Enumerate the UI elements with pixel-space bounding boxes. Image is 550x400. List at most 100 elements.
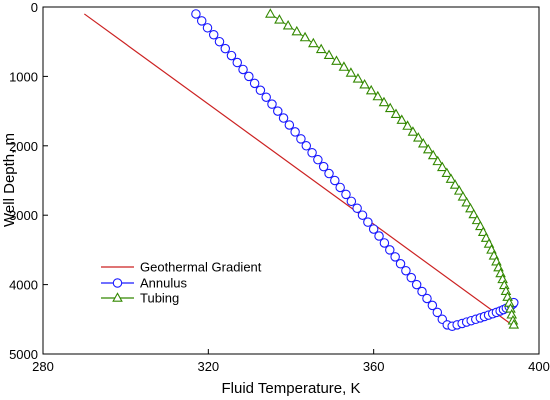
y-tick-label: 2000 <box>9 139 38 154</box>
triangle-marker <box>390 108 402 118</box>
triangle-marker <box>480 232 492 242</box>
triangle-marker <box>477 226 489 236</box>
triangle-marker <box>396 114 408 124</box>
circle-marker <box>191 9 201 19</box>
circle-marker <box>363 217 373 227</box>
triangle-marker <box>112 292 123 302</box>
x-tick-label: 400 <box>528 359 550 374</box>
triangle-marker <box>359 79 370 89</box>
x-axis-label: Fluid Temperature, K <box>222 380 361 397</box>
circle-marker <box>249 78 260 89</box>
circle-marker <box>226 50 237 61</box>
triangle-marker <box>345 67 357 77</box>
legend-label: Geothermal Gradient <box>140 260 262 275</box>
triangle-marker <box>436 161 448 172</box>
circle-marker <box>307 147 317 158</box>
circle-marker <box>368 224 379 234</box>
circle-marker <box>196 16 207 26</box>
triangle-marker <box>474 220 486 231</box>
circle-marker <box>244 71 254 82</box>
circle-marker <box>417 286 427 297</box>
triangle-marker <box>265 8 276 18</box>
circle-marker <box>112 278 123 288</box>
circle-marker <box>395 259 406 269</box>
y-tick-label: 4000 <box>9 278 38 293</box>
circle-marker <box>313 154 323 165</box>
legend-label: Tubing <box>140 291 179 306</box>
x-tick-label: 320 <box>197 359 219 374</box>
circle-marker <box>284 120 295 130</box>
circle-marker <box>232 57 243 68</box>
circle-marker <box>278 113 289 123</box>
x-tick-label: 360 <box>363 359 385 374</box>
circle-marker <box>255 85 266 96</box>
triangle-marker <box>417 137 429 148</box>
triangle-marker <box>291 25 303 36</box>
y-tick-label: 5000 <box>9 347 38 362</box>
triangle-marker <box>422 143 434 154</box>
y-tick-label: 1000 <box>9 69 38 84</box>
circle-marker <box>324 168 334 179</box>
triangle-marker <box>365 84 377 95</box>
triangle-marker <box>331 55 342 65</box>
circle-marker <box>214 36 225 47</box>
triangle-marker <box>461 196 472 207</box>
triangle-marker <box>299 31 311 42</box>
triangle-marker <box>384 102 396 113</box>
circle-marker <box>374 231 384 241</box>
triangle-marker <box>412 132 424 142</box>
triangle-marker <box>471 214 483 225</box>
triangle-marker <box>449 179 461 189</box>
geothermal-gradient-line <box>83 13 513 326</box>
triangle-marker <box>457 191 469 201</box>
circle-marker <box>346 196 357 207</box>
y-tick-label: 0 <box>31 0 38 15</box>
circle-marker <box>202 23 213 33</box>
triangle-marker <box>323 49 335 60</box>
circle-marker <box>330 175 340 186</box>
circle-marker <box>357 210 368 220</box>
circle-marker <box>385 245 395 255</box>
circle-marker <box>427 300 438 311</box>
annulus-line <box>195 13 515 327</box>
triangle-marker <box>453 185 465 195</box>
x-tick-label: 280 <box>32 359 54 374</box>
circle-marker <box>208 30 219 40</box>
triangle-marker <box>427 149 439 160</box>
legend-label: Annulus <box>140 276 187 291</box>
triangle-marker <box>402 120 413 130</box>
circle-marker <box>411 279 422 290</box>
circle-marker <box>238 64 248 75</box>
circle-marker <box>401 265 411 276</box>
triangle-marker <box>445 173 457 183</box>
triangle-marker <box>372 90 384 101</box>
triangle-marker <box>468 208 480 219</box>
triangle-marker <box>432 155 444 166</box>
circle-marker <box>290 127 300 137</box>
triangle-marker <box>378 96 390 107</box>
triangle-marker <box>338 61 350 71</box>
circle-marker <box>379 238 390 248</box>
circle-marker <box>432 307 443 318</box>
circle-marker <box>341 189 351 200</box>
circle-marker <box>352 203 362 214</box>
circle-marker <box>220 43 231 54</box>
circle-marker <box>406 272 417 283</box>
triangle-marker <box>407 126 419 136</box>
circle-marker <box>261 92 271 102</box>
circle-marker <box>318 161 329 172</box>
triangle-marker <box>308 37 319 48</box>
y-tick-label: 3000 <box>9 208 38 223</box>
circle-marker <box>273 106 283 116</box>
triangle-marker <box>465 202 476 213</box>
tubing-line <box>270 13 515 325</box>
circle-marker <box>301 141 312 151</box>
circle-marker <box>335 182 345 193</box>
triangle-marker <box>274 14 285 24</box>
plot-frame <box>42 6 540 355</box>
triangle-marker <box>441 167 453 177</box>
triangle-marker <box>508 319 520 329</box>
